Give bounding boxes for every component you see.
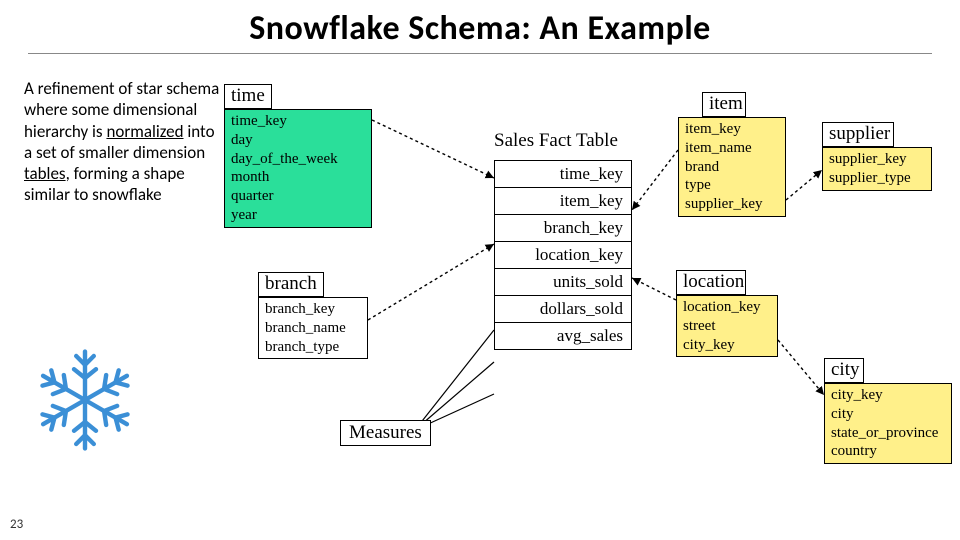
- snowflake-icon: [30, 345, 140, 455]
- entity-supplier-title: supplier: [822, 122, 894, 147]
- entity-time-body: time_key day day_of_the_week month quart…: [224, 109, 372, 228]
- fact-cell: avg_sales: [495, 322, 631, 349]
- entity-branch-body: branch_key branch_name branch_type: [258, 297, 368, 359]
- fact-cell: branch_key: [495, 214, 631, 241]
- description-text: A refinement of star schema where some d…: [24, 78, 224, 206]
- measures-label: Measures: [340, 420, 431, 446]
- fact-cell: units_sold: [495, 268, 631, 295]
- entity-location-body: location_key street city_key: [676, 295, 778, 357]
- fact-cell: item_key: [495, 187, 631, 214]
- entity-supplier: supplier supplier_key supplier_type: [822, 122, 932, 191]
- fact-cell: location_key: [495, 241, 631, 268]
- entity-time-title: time: [224, 84, 272, 109]
- entity-item-title: item: [702, 92, 746, 117]
- entity-branch: branch branch_key branch_name branch_typ…: [258, 272, 368, 359]
- entity-supplier-body: supplier_key supplier_type: [822, 147, 932, 191]
- entity-location-title: location: [676, 270, 746, 295]
- fact-table-title: Sales Fact Table: [494, 130, 618, 152]
- entity-city-title: city: [824, 358, 864, 383]
- entity-time: time time_key day day_of_the_week month …: [224, 84, 372, 228]
- entity-city-body: city_key city state_or_province country: [824, 383, 952, 464]
- entity-item: item item_key item_name brand type suppl…: [678, 92, 786, 217]
- fact-cell: dollars_sold: [495, 295, 631, 322]
- entity-location: location location_key street city_key: [676, 270, 778, 357]
- page-number: 23: [10, 517, 23, 532]
- fact-table: time_key item_key branch_key location_ke…: [494, 160, 632, 350]
- entity-item-body: item_key item_name brand type supplier_k…: [678, 117, 786, 217]
- page-title: Snowflake Schema: An Example: [28, 0, 932, 54]
- entity-branch-title: branch: [258, 272, 324, 297]
- fact-cell: time_key: [495, 160, 631, 187]
- entity-city: city city_key city state_or_province cou…: [824, 358, 952, 464]
